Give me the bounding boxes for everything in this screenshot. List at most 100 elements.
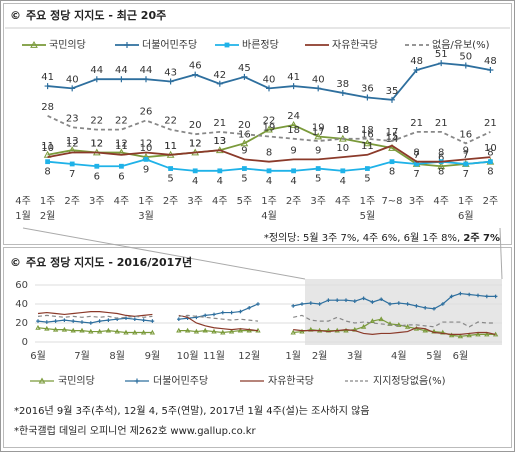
x-tick-label: 10월 <box>177 350 199 362</box>
marker <box>360 323 367 329</box>
marker <box>266 85 272 92</box>
data-label: 8 <box>487 148 493 159</box>
data-label: 44 <box>115 65 128 76</box>
data-label: 9 <box>143 164 149 175</box>
marker <box>476 293 480 298</box>
data-label: 5 <box>167 174 173 185</box>
marker <box>44 83 51 90</box>
data-label: 42 <box>213 70 226 81</box>
y-tick-label: 60 <box>15 280 28 291</box>
marker <box>300 302 304 306</box>
marker <box>266 168 272 174</box>
footnote: *2016년 9월 3주(추석), 12월 4, 5주(연말), 2017년 1… <box>14 404 370 417</box>
data-label: 10 <box>484 143 497 154</box>
data-label: 11 <box>41 141 54 152</box>
marker <box>289 120 298 128</box>
marker <box>458 291 463 296</box>
legend-label: 더불어민주당 <box>153 375 208 387</box>
x-tick-label: 4주 <box>114 196 130 207</box>
marker <box>168 166 173 171</box>
marker <box>30 40 38 48</box>
data-label: 26 <box>140 106 153 117</box>
x-tick-label: 1월 <box>285 350 301 362</box>
data-label: 16 <box>361 129 374 140</box>
x-tick-label: 5주 <box>237 196 253 207</box>
x-tick-label: 8월 <box>109 350 125 362</box>
data-label: 40 <box>312 74 325 85</box>
data-label: 9 <box>241 145 247 156</box>
marker <box>143 76 149 83</box>
marker <box>105 327 112 333</box>
data-label: 8 <box>389 167 395 178</box>
chart-title: 주요 정당 지지도 - 2016/2017년 <box>26 255 192 269</box>
marker <box>69 85 76 92</box>
data-label: 17 <box>312 127 325 138</box>
data-label: 9 <box>290 145 296 156</box>
data-label: 23 <box>66 113 79 124</box>
data-label: 19 <box>263 122 276 133</box>
marker <box>62 318 67 322</box>
data-label: 12 <box>140 139 153 150</box>
marker <box>441 302 445 306</box>
data-label: 36 <box>361 84 374 95</box>
marker <box>353 299 357 303</box>
marker <box>437 162 446 170</box>
marker <box>493 294 498 299</box>
marker <box>143 156 149 162</box>
marker <box>202 327 208 333</box>
x-tick-label: 4주 <box>15 196 31 207</box>
data-label: 6 <box>118 171 124 182</box>
x-month-label: 1월 <box>15 210 31 222</box>
marker <box>438 60 445 67</box>
data-label: 21 <box>435 118 448 129</box>
x-month-label: 2월 <box>40 210 56 222</box>
data-label: 17 <box>386 127 399 138</box>
marker <box>291 168 296 174</box>
marker <box>134 378 140 384</box>
data-label: 11 <box>115 141 128 152</box>
marker <box>71 319 75 323</box>
marker <box>193 328 200 334</box>
x-tick-label: 6월 <box>30 350 46 362</box>
x-tick-label: 7월 <box>74 350 90 362</box>
marker <box>192 168 198 174</box>
marker <box>211 328 217 334</box>
data-label: 40 <box>66 74 79 85</box>
marker <box>150 319 155 323</box>
marker <box>123 329 129 335</box>
marker <box>94 163 100 169</box>
data-label: 7 <box>463 150 469 161</box>
data-label: 18 <box>336 125 349 136</box>
marker <box>365 166 370 171</box>
data-label: 12 <box>189 139 202 150</box>
x-tick-label: 7~8 <box>381 196 402 207</box>
marker <box>216 80 223 87</box>
data-label: 11 <box>164 141 177 152</box>
marker <box>45 320 49 324</box>
marker <box>463 161 469 167</box>
x-tick-label: 2주 <box>286 196 302 207</box>
data-label: 8 <box>44 167 50 178</box>
marker <box>119 163 124 169</box>
x-tick-label: 2주 <box>163 196 179 207</box>
footnote: *한국갤럽 데일리 오피니언 제262호 www.gallup.co.kr <box>14 425 257 437</box>
data-label: 50 <box>459 51 472 62</box>
marker <box>176 327 182 333</box>
marker <box>449 294 454 299</box>
marker <box>467 292 471 297</box>
marker <box>414 304 419 308</box>
marker <box>335 298 339 302</box>
marker <box>432 306 436 311</box>
x-tick-label: 3주 <box>409 196 425 207</box>
legend-label: 없음/유보(%) <box>432 38 490 51</box>
data-label: 4 <box>266 176 272 187</box>
marker <box>124 42 130 48</box>
marker <box>290 83 297 90</box>
data-label: 10 <box>336 143 349 154</box>
data-label: 9 <box>463 145 469 156</box>
marker <box>97 319 102 323</box>
marker <box>44 325 50 331</box>
marker <box>140 329 147 335</box>
data-label: 5 <box>315 174 321 185</box>
marker <box>405 302 410 306</box>
